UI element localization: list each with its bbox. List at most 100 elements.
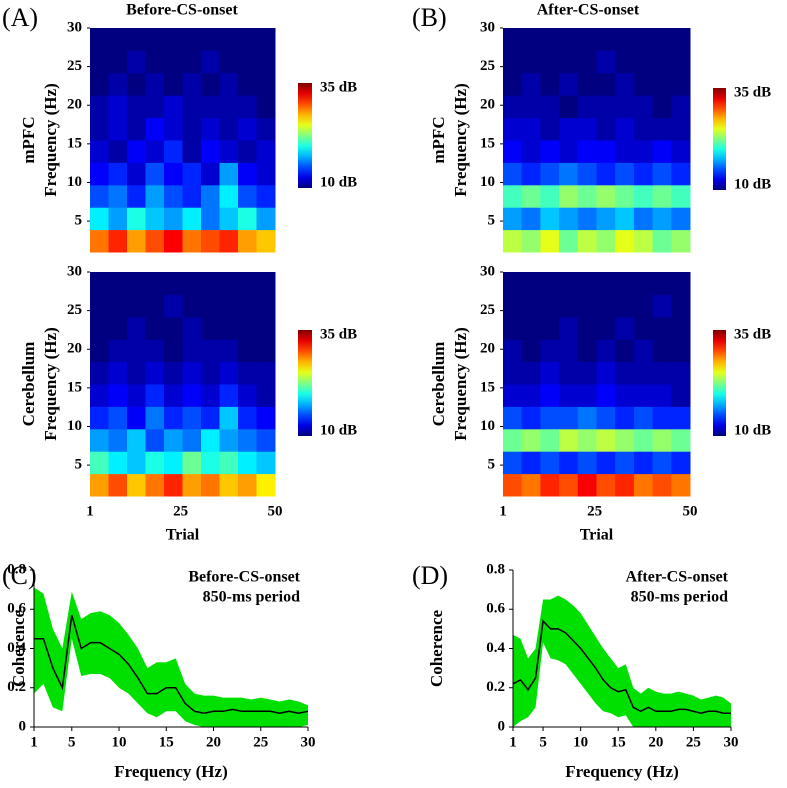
heatmap-cell [577,95,597,119]
heatmap-cell [503,361,523,385]
mean-line [512,619,731,715]
heatmap-cell [164,316,183,340]
heatmap-cell [201,72,220,96]
heatmap-cell [540,50,560,74]
heatmap-cell [90,50,109,74]
heatmap-cell [219,140,239,163]
heatmap-cell [145,406,165,430]
heatmap-cell [671,451,691,475]
heatmap-cell [108,229,128,253]
heatmap-cell [238,361,257,385]
y-tick-label: 15 [480,135,495,151]
heatmap-cell [145,384,165,407]
y-tick-label: 10 [67,418,82,434]
heatmap-cell [182,316,202,340]
heatmap-cell [182,451,202,475]
heatmap-cell [596,229,616,253]
heatmap-cell [238,207,257,231]
heatmap-cell [164,50,183,74]
heatmap-cell [201,162,220,186]
heatmap-cell [256,229,276,253]
colorbar [298,83,312,188]
heatmap-cell [256,50,276,74]
heatmap-cell [164,428,183,452]
heatmap-cell [164,95,183,119]
heatmap-cell [182,184,202,208]
heatmap-cell [145,294,165,318]
y-tick-label: 0.4 [486,640,505,656]
heatmap-cell [671,316,691,340]
heatmap-cell [633,140,654,163]
heatmap-cell [521,316,541,340]
heatmap-cell [90,95,109,119]
heatmap-cell [577,207,597,231]
heatmap-cell [559,140,579,163]
heatmap-cell [615,316,635,340]
heatmap-cell [182,140,202,163]
heatmap-cell [108,428,128,452]
heatmap-cell [503,95,523,119]
heatmap-cell [615,384,635,407]
heatmap-cell [503,316,523,340]
heatmap-cell [596,384,616,407]
x-tick-label: 1 [30,734,38,750]
heatmap-cell [127,229,146,253]
y-axis-label: Cerebellum [19,342,38,427]
heatmap-cell [615,50,635,74]
heatmap-cell [633,72,654,96]
heatmap-cell [108,473,128,497]
heatmap-cell [164,28,183,51]
y-tick-label: 0.4 [7,640,26,656]
annotation: 850-ms period [631,589,728,606]
heatmap-cell [238,162,257,186]
heatmap-cell [108,316,128,340]
heatmap-cell [577,50,597,74]
heatmap-cell [182,50,202,74]
heatmap-cell [238,184,257,208]
heatmap-cell [145,184,165,208]
heatmap-cell [559,406,579,430]
heatmap-cell [652,339,672,363]
colorbar [713,88,726,190]
heatmap-cell [90,140,109,163]
y-tick-label: 25 [67,58,82,74]
heatmap-cell [127,72,146,96]
heatmap-cell [127,406,146,430]
heatmap-cell [540,316,560,340]
heatmap-cell [127,117,146,141]
heatmap-cell [652,451,672,475]
heatmap-cell [219,95,239,119]
heatmap-cell [108,272,128,295]
heatmap-cell [108,406,128,430]
heatmap-cell [615,184,635,208]
heatmap-cell [577,361,597,385]
heatmap-cell [503,72,523,96]
y-tick-label: 5 [75,457,83,473]
heatmap-cell [652,140,672,163]
y-tick-label: 30 [67,263,82,279]
heatmap-cell [127,473,146,497]
y-tick-label: 0 [498,718,506,734]
heatmap-cell [671,207,691,231]
heatmap-cell [219,207,239,231]
heatmap-cell [108,140,128,163]
heatmap-cell [652,384,672,407]
heatmap-cell [577,162,597,186]
heatmap-cell [238,272,257,295]
heatmap-cell [559,162,579,186]
y-tick-label: 30 [480,263,495,279]
heatmap-cell [521,117,541,141]
heatmap-cell [633,339,654,363]
heatmap-cell [540,162,560,186]
heatmap-cell [521,140,541,163]
heatmap-cell [615,28,635,51]
heatmap-cell [596,72,616,96]
heatmap-cell [521,451,541,475]
heatmap-cell [219,272,239,295]
heatmap-cell [559,428,579,452]
heatmap-cell [145,339,165,363]
heatmap-cell [201,95,220,119]
heatmap-cell [90,294,109,318]
heatmap-cell [577,451,597,475]
heatmap-cell [671,294,691,318]
